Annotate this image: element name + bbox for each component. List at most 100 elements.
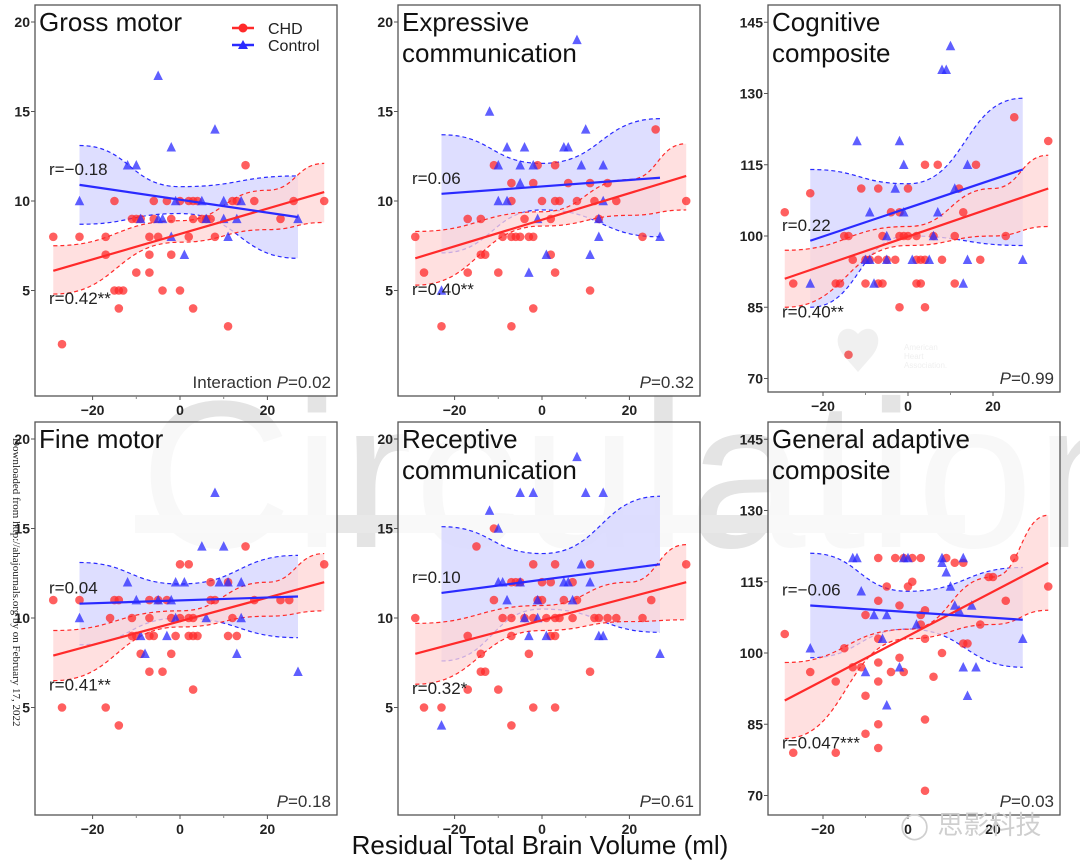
chd-point: [555, 196, 564, 206]
control-point: [877, 633, 888, 643]
control-point: [594, 231, 604, 242]
chd-point: [861, 691, 870, 701]
chd-point: [57, 339, 67, 349]
chd-point: [603, 613, 612, 623]
control-point: [223, 576, 233, 587]
control-point: [928, 230, 939, 241]
chd-point: [410, 232, 420, 242]
wechat-icon: ◯: [900, 811, 930, 841]
chd-point: [57, 703, 67, 712]
chd-point: [856, 184, 866, 193]
y-tick-label: 130: [740, 503, 764, 519]
panel-title: composite: [772, 455, 891, 485]
chd-point: [844, 231, 853, 241]
chd-point: [241, 542, 250, 551]
control-point: [894, 662, 905, 672]
control-point: [941, 567, 951, 577]
control-point: [236, 612, 246, 623]
chd-point: [861, 729, 870, 739]
chd-point: [528, 178, 538, 188]
chd-point: [419, 268, 429, 277]
chd-point: [1009, 553, 1019, 563]
chd-ci-band: [415, 143, 687, 286]
chd-point: [929, 672, 938, 682]
x-tick-label: −20: [811, 821, 835, 837]
chd-point: [831, 748, 841, 758]
legend-chd-label: CHD: [268, 21, 303, 38]
control-point: [502, 594, 512, 605]
chd-point: [646, 595, 656, 605]
chd-point: [585, 667, 595, 676]
control-point: [214, 576, 225, 587]
y-tick-label: 5: [385, 283, 393, 299]
control-fit-line: [441, 176, 661, 195]
chd-point: [559, 595, 569, 605]
panel-title: Gross motor: [39, 7, 182, 37]
control-point: [493, 195, 504, 206]
x-tick-label: 0: [176, 402, 184, 418]
chd-point: [895, 653, 904, 663]
panel-title: General adaptive: [772, 424, 970, 454]
x-tick-label: −20: [81, 402, 105, 418]
chd-point: [788, 279, 798, 288]
chd-point: [1001, 231, 1011, 241]
chd-point: [463, 268, 473, 277]
control-point: [576, 159, 587, 170]
panel-cognitive-composite: −20 0 20 70 85 100 115 130 145 Cognitivecomposite…: [740, 4, 1061, 414]
control-point: [179, 576, 190, 587]
chd-point: [171, 631, 180, 641]
panel-frame: [767, 4, 1061, 393]
chd-ci-band: [415, 544, 687, 685]
aha-logo-text: Association.: [904, 361, 947, 370]
legend-control-marker: [238, 40, 248, 49]
chd-point: [132, 268, 141, 277]
chd-point: [101, 703, 111, 712]
control-point: [218, 195, 229, 206]
chd-ci-lower: [53, 610, 325, 682]
chd-point: [950, 558, 960, 568]
y-tick-label: 15: [14, 521, 30, 537]
annotation-prefix: Interaction: [193, 373, 277, 392]
chd-point: [958, 207, 968, 217]
chd-point: [507, 721, 516, 730]
chd-point: [188, 685, 198, 694]
control-point: [937, 552, 947, 563]
annotation-p: P: [277, 373, 289, 392]
y-tick-label: 10: [14, 193, 30, 209]
chd-point: [494, 685, 503, 694]
chd-point: [149, 196, 159, 206]
control-point: [74, 612, 85, 623]
chd-point: [175, 286, 185, 295]
control-point: [899, 159, 909, 169]
chd-point: [127, 613, 137, 623]
control-point: [805, 278, 815, 288]
control-point: [519, 612, 530, 623]
chd-point: [472, 542, 481, 551]
plot-area: [48, 487, 329, 730]
chd-fit-line: [414, 174, 687, 260]
chd-point: [585, 560, 595, 569]
interaction-p-label: P=0.61: [640, 792, 694, 811]
x-tick-label: 0: [538, 821, 546, 837]
chd-point: [873, 719, 883, 729]
chd-point: [568, 613, 577, 623]
chd-point: [890, 255, 900, 265]
chd-point: [489, 595, 499, 605]
control-point: [524, 630, 534, 641]
chd-point: [437, 322, 446, 331]
chd-point: [410, 613, 420, 623]
chd-point: [228, 613, 237, 623]
control-r-label: r=0.22: [782, 216, 831, 235]
chd-point: [1009, 112, 1019, 122]
chd-point: [638, 232, 647, 242]
chd-point: [507, 613, 516, 623]
control-r-label: r=−0.18: [49, 160, 108, 179]
plot-area: [48, 70, 329, 349]
chd-point: [118, 286, 128, 295]
control-point: [971, 662, 981, 672]
chd-point: [937, 648, 947, 658]
chd-point: [681, 560, 691, 569]
chd-point: [528, 304, 538, 313]
control-ci-upper: [441, 118, 660, 165]
